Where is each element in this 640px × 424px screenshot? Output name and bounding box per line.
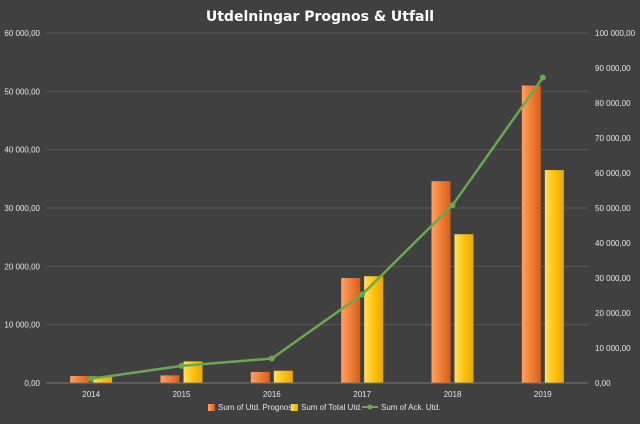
bar-utd-prognos	[160, 375, 180, 383]
legend-label: Sum of Ack. Utd.	[381, 403, 441, 412]
y-left-tick-label: 60 000,00	[4, 29, 40, 38]
bar-total-utd	[544, 170, 564, 383]
x-tick-label: 2015	[173, 390, 191, 399]
x-tick-label: 2018	[444, 390, 462, 399]
bar-utd-prognos	[341, 278, 361, 383]
legend: Sum of Utd. Prognos Sum of Total Utd. Sum …	[208, 403, 441, 412]
legend-line-marker	[367, 404, 373, 410]
line-point-ack-utd	[539, 74, 546, 81]
y-right-tick-label: 80 000,00	[595, 99, 631, 108]
line-point-ack-utd	[88, 375, 95, 382]
y-left-tick-label: 0,00	[24, 379, 40, 388]
x-tick-label: 2019	[534, 390, 552, 399]
y-right-tick-label: 60 000,00	[595, 169, 631, 178]
chart-title: Utdelningar Prognos & Utfall	[206, 9, 434, 25]
grid-lines	[46, 32, 588, 326]
line-point-ack-utd	[449, 202, 456, 209]
x-tick-label: 2017	[353, 390, 371, 399]
bar-total-utd	[364, 276, 384, 383]
bar-total-utd	[454, 234, 474, 383]
bar-total-utd	[93, 376, 113, 383]
legend-label: Sum of Utd. Prognos	[218, 403, 292, 412]
line-ack-utd	[90, 76, 544, 381]
y-left-tick-label: 30 000,00	[4, 204, 40, 213]
y-right-tick-label: 100 000,00	[595, 29, 636, 38]
y-right-tick-label: 70 000,00	[595, 134, 631, 143]
x-tick-label: 2016	[263, 390, 281, 399]
line-point-ack-utd	[268, 355, 275, 362]
line-point-ack-utd	[178, 362, 185, 369]
bar-utd-prognos	[250, 371, 270, 383]
y-right-tick-label: 20 000,00	[595, 309, 631, 318]
legend-swatch	[291, 404, 298, 411]
y-right-tick-label: 40 000,00	[595, 239, 631, 248]
bar-total-utd	[273, 370, 293, 383]
bar-utd-prognos	[431, 181, 451, 383]
y-left-tick-label: 10 000,00	[4, 321, 40, 330]
legend-label: Sum of Total Utd.	[301, 403, 362, 412]
y-right-tick-label: 10 000,00	[595, 344, 631, 353]
line-point-ack-utd	[359, 291, 366, 298]
y-right-tick-label: 90 000,00	[595, 64, 631, 73]
y-right-tick-label: 50 000,00	[595, 204, 631, 213]
line-series	[88, 74, 546, 382]
y-left-tick-label: 40 000,00	[4, 146, 40, 155]
x-tick-label: 2014	[82, 390, 100, 399]
bar-utd-prognos	[70, 376, 90, 383]
y-left-tick-label: 50 000,00	[4, 87, 40, 96]
bar-utd-prognos	[521, 85, 541, 383]
legend-swatch	[208, 404, 215, 411]
y-right-tick-label: 0,00	[595, 379, 611, 388]
y-left-tick-label: 20 000,00	[4, 262, 40, 271]
bar-series	[70, 85, 564, 383]
bar-total-utd	[183, 361, 203, 383]
axes: 0,00 10 000,00 20 000,00 30 000,00 40 000,00…	[4, 29, 635, 399]
y-right-tick-label: 30 000,00	[595, 274, 631, 283]
